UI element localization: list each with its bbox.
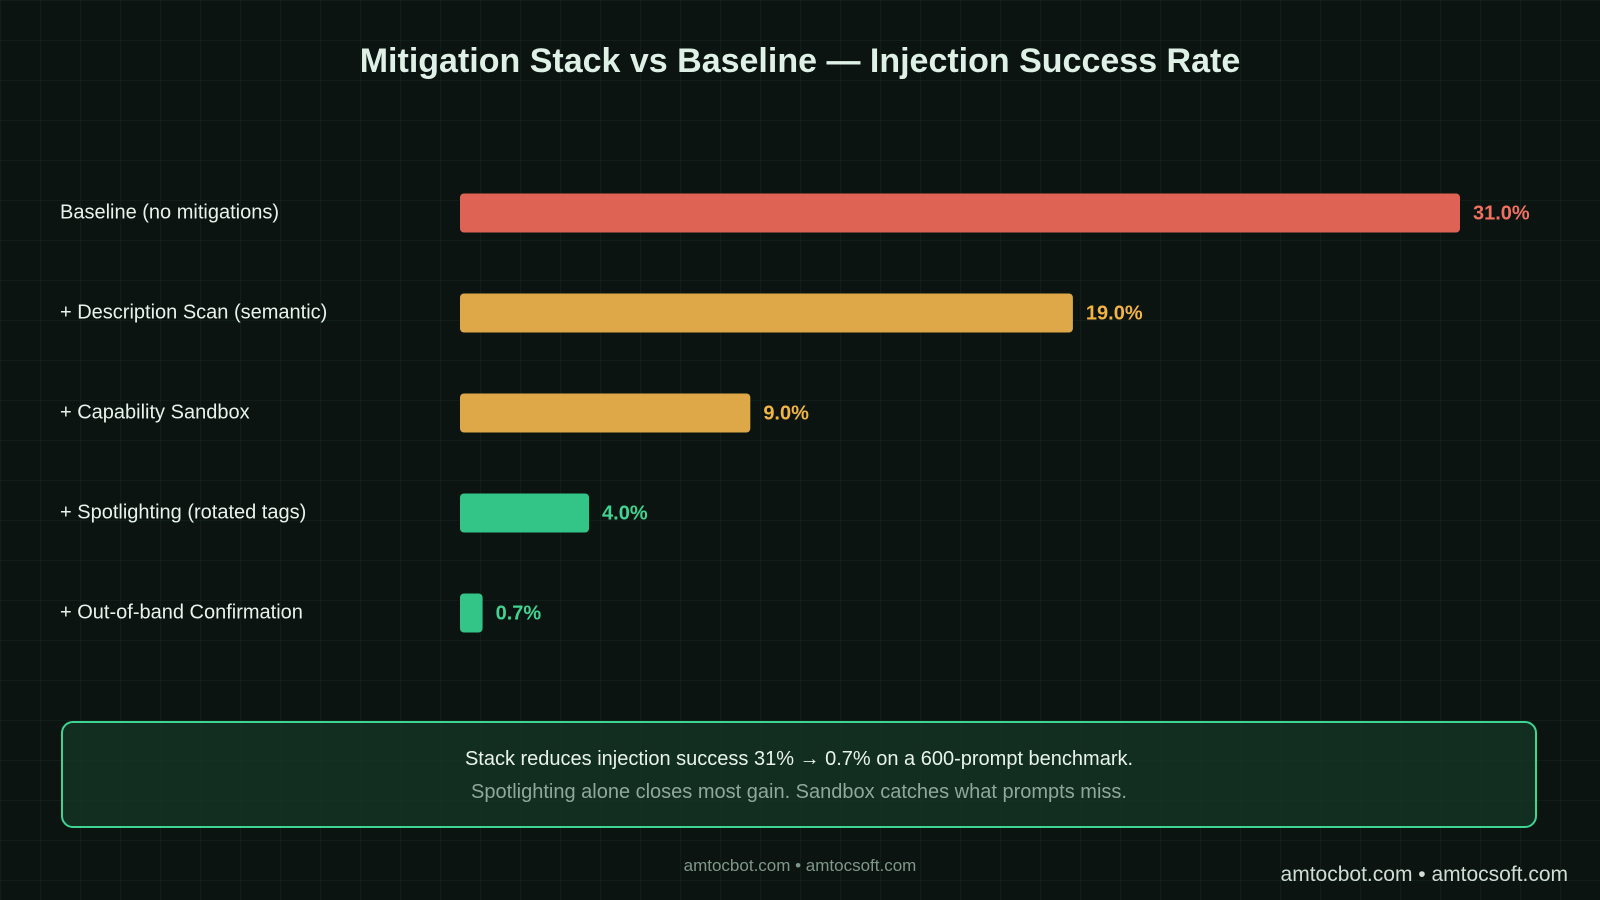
chart-title: Mitigation Stack vs Baseline — Injection… bbox=[360, 42, 1241, 80]
category-label: + Description Scan (semantic) bbox=[60, 301, 327, 323]
category-label: + Capability Sandbox bbox=[60, 401, 250, 423]
bar bbox=[460, 293, 1073, 333]
category-label: + Spotlighting (rotated tags) bbox=[60, 501, 306, 523]
category-label: Baseline (no mitigations) bbox=[60, 201, 279, 223]
bar bbox=[460, 393, 751, 433]
value-label: 19.0% bbox=[1086, 302, 1143, 324]
value-label: 31.0% bbox=[1473, 202, 1530, 224]
bar bbox=[460, 593, 483, 633]
summary-note: Spotlighting alone closes most gain. San… bbox=[471, 781, 1127, 803]
summary-line: Stack reduces injection success 31% → 0.… bbox=[464, 748, 1134, 770]
bar bbox=[460, 493, 590, 533]
value-label: 4.0% bbox=[602, 502, 648, 524]
footer-center: amtocbot.com • amtocsoft.com bbox=[683, 856, 917, 875]
bar bbox=[460, 193, 1460, 233]
value-label: 0.7% bbox=[496, 602, 542, 624]
value-label: 9.0% bbox=[763, 402, 809, 424]
category-label: + Out-of-band Confirmation bbox=[60, 601, 303, 623]
footer-corner: amtocbot.com • amtocsoft.com bbox=[1280, 863, 1568, 886]
summary-box: Stack reduces injection success 31% → 0.… bbox=[61, 721, 1537, 828]
